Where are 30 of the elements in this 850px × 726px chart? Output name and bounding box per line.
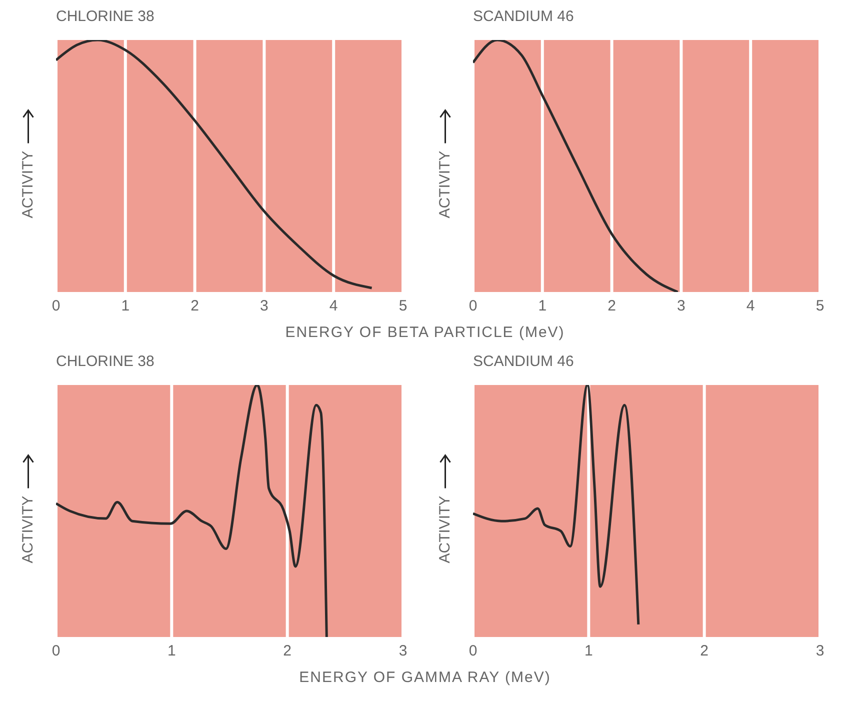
x-tick-label: 4 xyxy=(746,298,755,315)
y-axis-title: ACTIVITY xyxy=(436,495,454,563)
x-tick-label: 1 xyxy=(584,642,593,660)
x-tick-label: 0 xyxy=(52,298,60,315)
x-tick-label: 1 xyxy=(121,298,130,315)
x-tick-label: 2 xyxy=(608,298,616,315)
x-tick-label: 0 xyxy=(52,642,60,660)
x-axis-title: ENERGY OF BETA PARTICLE (MeV) xyxy=(284,324,566,341)
x-tick-label: 5 xyxy=(816,298,824,315)
x-tick-label: 3 xyxy=(398,642,408,660)
x-tick-label: 4 xyxy=(329,298,338,315)
x-tick-label: 2 xyxy=(190,298,199,315)
x-tick-label: 3 xyxy=(260,298,268,315)
x-tick-label: 1 xyxy=(167,642,176,660)
chart-title: CHLORINE 38 xyxy=(56,8,154,25)
x-tick-label: 0 xyxy=(468,298,478,315)
chart-title: SCANDIUM 46 xyxy=(473,8,574,25)
y-axis-title: ACTIVITY xyxy=(20,150,37,218)
x-tick-label: 2 xyxy=(283,642,292,660)
x-tick-label: 2 xyxy=(700,642,709,660)
y-axis-title: ACTIVITY xyxy=(20,495,37,563)
x-tick-label: 1 xyxy=(538,298,547,315)
x-tick-label: 3 xyxy=(677,298,686,315)
x-tick-label: 3 xyxy=(816,642,824,660)
x-axis-title: ENERGY OF GAMMA RAY (MeV) xyxy=(298,669,552,686)
x-tick-label: 0 xyxy=(468,642,478,660)
chart-title: SCANDIUM 46 xyxy=(473,353,574,370)
chart-title: CHLORINE 38 xyxy=(56,353,154,370)
y-axis-title: ACTIVITY xyxy=(436,150,454,218)
x-tick-label: 5 xyxy=(398,298,408,315)
